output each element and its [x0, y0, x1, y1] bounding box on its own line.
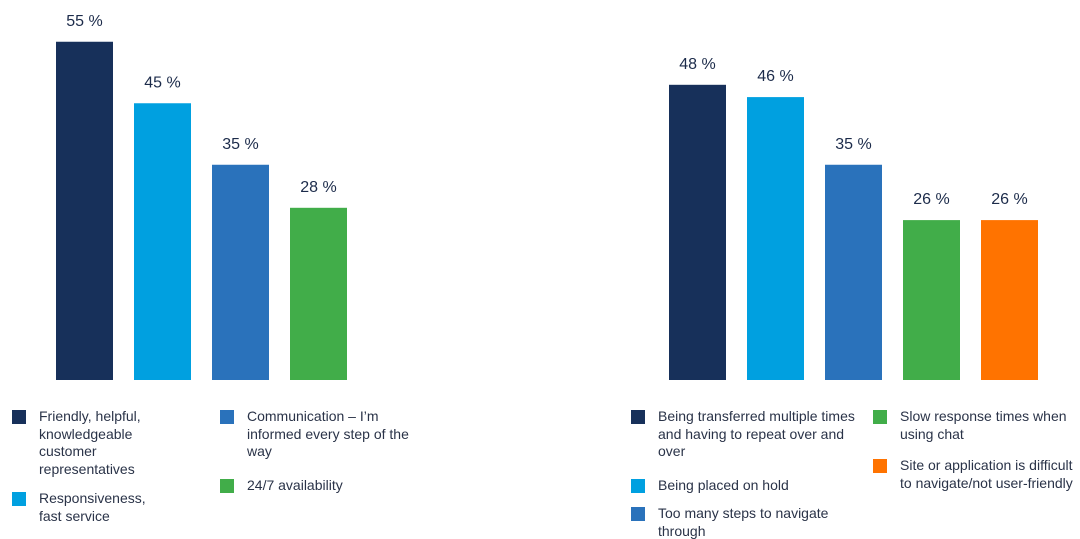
legend-label: Being transferred multiple times and hav…: [658, 408, 855, 459]
legend-label: Responsiveness, fast service: [39, 490, 146, 524]
legend-swatch: [873, 459, 887, 473]
bar: [290, 207, 347, 380]
value-label: 48 %: [679, 56, 715, 73]
legend-swatch: [220, 479, 234, 493]
legend-label: Site or application is difficult to navi…: [900, 457, 1073, 491]
value-label: 35 %: [222, 136, 258, 153]
value-label: 28 %: [300, 179, 336, 196]
bar: [669, 84, 726, 381]
legend-item: Site or application is difficult to navi…: [873, 457, 1080, 492]
bar: [981, 220, 1038, 380]
legend-label: Being placed on hold: [658, 477, 789, 493]
bar: [903, 220, 960, 380]
legend-swatch: [12, 410, 26, 424]
value-label: 26 %: [913, 191, 949, 208]
bar: [134, 103, 191, 380]
legend-label: Too many steps to navigate through: [658, 505, 829, 539]
value-label: 26 %: [991, 191, 1027, 208]
legend-item: Slow response times when using chat: [873, 408, 1080, 443]
legend-label: Communication – I’m informed every step …: [247, 408, 409, 459]
legend-swatch: [12, 492, 26, 506]
legend-swatch: [631, 479, 645, 493]
legend-label: Slow response times when using chat: [900, 408, 1067, 442]
value-label: 55 %: [66, 13, 102, 30]
legend-item: Responsiveness, fast service: [12, 490, 164, 525]
legend-swatch: [631, 410, 645, 424]
legend-swatch: [873, 410, 887, 424]
legend-label: Friendly, helpful, knowledgeable custome…: [39, 408, 141, 477]
legend-item: Being transferred multiple times and hav…: [631, 408, 868, 461]
legend-item: Too many steps to navigate through: [631, 505, 868, 539]
bar: [747, 97, 804, 380]
bar: [56, 41, 113, 380]
legend-item: 24/7 availability: [220, 477, 427, 495]
legend-item: Friendly, helpful, knowledgeable custome…: [12, 408, 164, 478]
bar: [212, 164, 269, 380]
legend-label: 24/7 availability: [247, 477, 343, 493]
value-label: 46 %: [757, 68, 793, 85]
legend-item: Being placed on hold: [631, 477, 868, 495]
value-label: 45 %: [144, 74, 180, 91]
legend-swatch: [631, 507, 645, 521]
bar: [825, 164, 882, 380]
legend-item: Communication – I’m informed every step …: [220, 408, 427, 461]
legend-swatch: [220, 410, 234, 424]
value-label: 35 %: [835, 136, 871, 153]
